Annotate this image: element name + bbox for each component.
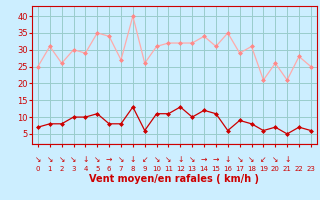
Text: ↘: ↘ <box>236 155 243 164</box>
Text: ↓: ↓ <box>177 155 184 164</box>
Text: ↘: ↘ <box>35 155 41 164</box>
Text: ↘: ↘ <box>272 155 278 164</box>
Text: ↘: ↘ <box>189 155 196 164</box>
Text: →: → <box>106 155 112 164</box>
Text: ↓: ↓ <box>130 155 136 164</box>
Text: ↓: ↓ <box>82 155 89 164</box>
X-axis label: Vent moyen/en rafales ( km/h ): Vent moyen/en rafales ( km/h ) <box>89 174 260 184</box>
Text: ↘: ↘ <box>165 155 172 164</box>
Text: ↓: ↓ <box>284 155 290 164</box>
Text: ↘: ↘ <box>248 155 255 164</box>
Text: →: → <box>201 155 207 164</box>
Text: ↘: ↘ <box>70 155 77 164</box>
Text: ↘: ↘ <box>118 155 124 164</box>
Text: ↘: ↘ <box>153 155 160 164</box>
Text: ↘: ↘ <box>59 155 65 164</box>
Text: ↘: ↘ <box>94 155 100 164</box>
Text: ↘: ↘ <box>47 155 53 164</box>
Text: ↓: ↓ <box>225 155 231 164</box>
Text: →: → <box>213 155 219 164</box>
Text: ↙: ↙ <box>141 155 148 164</box>
Text: ↙: ↙ <box>260 155 267 164</box>
